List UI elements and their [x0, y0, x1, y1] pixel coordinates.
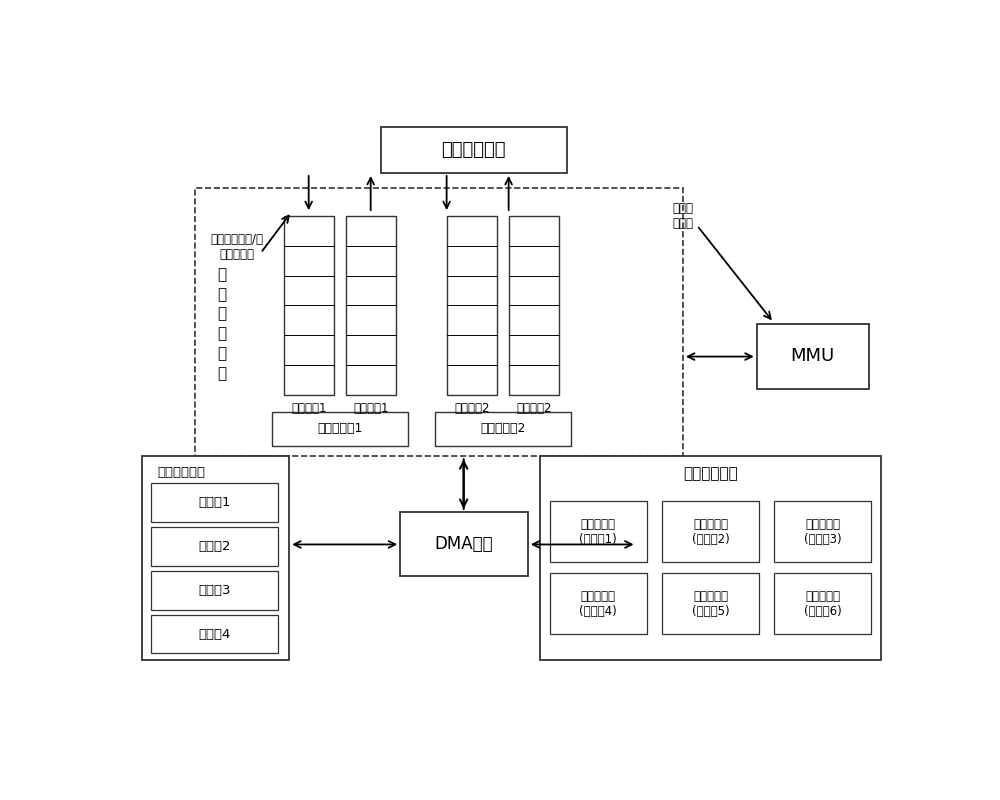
Text: 发送队列2: 发送队列2 [454, 402, 490, 415]
Bar [774, 501, 871, 562]
Text: MMU: MMU [791, 347, 835, 366]
Bar [151, 527, 278, 566]
Text: 第一存储单元: 第一存储单元 [158, 466, 206, 479]
Text: 接收队列2: 接收队列2 [516, 402, 552, 415]
Text: 缓存计数器2: 缓存计数器2 [480, 422, 526, 435]
Bar [774, 573, 871, 634]
Bar [284, 216, 334, 394]
Text: 第二数据块
(数据块1): 第二数据块 (数据块1) [579, 518, 617, 546]
Text: 缓存块1: 缓存块1 [198, 496, 231, 510]
Text: 缓存块2: 缓存块2 [198, 540, 231, 553]
Bar [550, 501, 647, 562]
Bar [151, 614, 278, 654]
Text: 第二数据块
(数据块3): 第二数据块 (数据块3) [804, 518, 842, 546]
Bar [151, 483, 278, 522]
Bar [662, 501, 759, 562]
Text: 第二数据块
(数据块2): 第二数据块 (数据块2) [692, 518, 729, 546]
Text: DMA单元: DMA单元 [435, 535, 493, 553]
Text: 接收队列1: 接收队列1 [353, 402, 389, 415]
Text: 缓存块4: 缓存块4 [198, 627, 231, 641]
Text: 队
列
管
理
单
元: 队 列 管 理 单 元 [217, 267, 226, 381]
Text: 释放目
的地址: 释放目 的地址 [672, 202, 694, 230]
Text: 发送队列1: 发送队列1 [291, 402, 327, 415]
Text: 第二数据块
(数据块5): 第二数据块 (数据块5) [692, 590, 729, 618]
Bar [550, 573, 647, 634]
Bar [435, 412, 571, 446]
Text: 第二数据块
(数据块6): 第二数据块 (数据块6) [804, 590, 842, 618]
Bar [381, 127, 567, 173]
Bar [540, 456, 881, 660]
Bar [509, 216, 559, 394]
Bar [151, 571, 278, 610]
Text: 第二存储单元: 第二存储单元 [683, 466, 738, 481]
Bar [346, 216, 396, 394]
Bar [400, 512, 528, 577]
Bar [662, 573, 759, 634]
Bar [272, 412, 408, 446]
Bar [195, 189, 683, 456]
Bar [447, 216, 497, 394]
Text: 缓存块3: 缓存块3 [198, 584, 231, 597]
Bar [142, 456, 289, 660]
Text: 缓存计数器1: 缓存计数器1 [317, 422, 363, 435]
Text: 消息处理单元: 消息处理单元 [442, 141, 506, 159]
Text: 第二数据块
(数据块4): 第二数据块 (数据块4) [579, 590, 617, 618]
Text: 消息传输指令/资
源释放指令: 消息传输指令/资 源释放指令 [211, 233, 264, 261]
Bar [757, 324, 869, 389]
